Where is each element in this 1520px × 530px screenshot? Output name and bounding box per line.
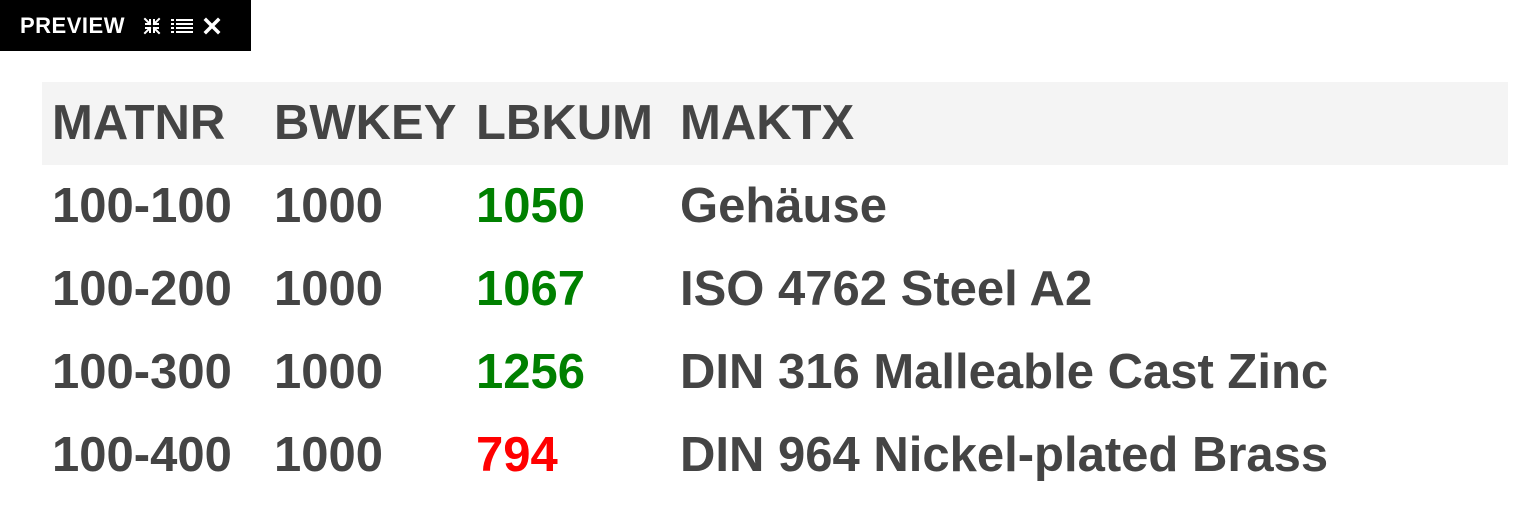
cell-maktx: DIN 964 Nickel-plated Brass bbox=[680, 428, 1329, 482]
cell-bwkey: 1000 bbox=[274, 179, 384, 233]
cell-matnr: 100-100 bbox=[52, 179, 232, 233]
column-header-matnr: MATNR bbox=[52, 96, 226, 150]
cell-matnr: 100-200 bbox=[52, 262, 232, 316]
cell-bwkey: 1000 bbox=[274, 428, 384, 482]
close-icon[interactable] bbox=[203, 17, 221, 35]
cell-maktx: DIN 316 Malleable Cast Zinc bbox=[680, 345, 1329, 399]
material-table: MATNR BWKEY LBKUM MAKTX 100-100 1000 105… bbox=[42, 82, 1508, 497]
list-icon[interactable] bbox=[170, 18, 193, 34]
cell-maktx: Gehäuse bbox=[680, 179, 887, 233]
table-row: 100-300 1000 1256 DIN 316 Malleable Cast… bbox=[42, 331, 1508, 414]
table-header-row: MATNR BWKEY LBKUM MAKTX bbox=[42, 82, 1508, 165]
cell-lbkum: 1067 bbox=[476, 262, 586, 316]
column-header-bwkey: BWKEY bbox=[274, 96, 457, 150]
cell-lbkum: 1050 bbox=[476, 179, 586, 233]
cell-bwkey: 1000 bbox=[274, 262, 384, 316]
table-row: 100-400 1000 794 DIN 964 Nickel-plated B… bbox=[42, 414, 1508, 497]
preview-toolbar: PREVIEW bbox=[0, 0, 251, 51]
cell-matnr: 100-300 bbox=[52, 345, 232, 399]
preview-title: PREVIEW bbox=[20, 12, 125, 38]
cell-matnr: 100-400 bbox=[52, 428, 232, 482]
cell-maktx: ISO 4762 Steel A2 bbox=[680, 262, 1093, 316]
table-row: 100-200 1000 1067 ISO 4762 Steel A2 bbox=[42, 248, 1508, 331]
preview-table-container: MATNR BWKEY LBKUM MAKTX 100-100 1000 105… bbox=[42, 82, 1508, 497]
collapse-icon[interactable] bbox=[143, 17, 161, 35]
column-header-lbkum: LBKUM bbox=[476, 96, 653, 150]
table-row: 100-100 1000 1050 Gehäuse bbox=[42, 165, 1508, 248]
cell-bwkey: 1000 bbox=[274, 345, 384, 399]
column-header-maktx: MAKTX bbox=[680, 96, 855, 150]
cell-lbkum: 1256 bbox=[476, 345, 586, 399]
cell-lbkum: 794 bbox=[476, 428, 558, 482]
